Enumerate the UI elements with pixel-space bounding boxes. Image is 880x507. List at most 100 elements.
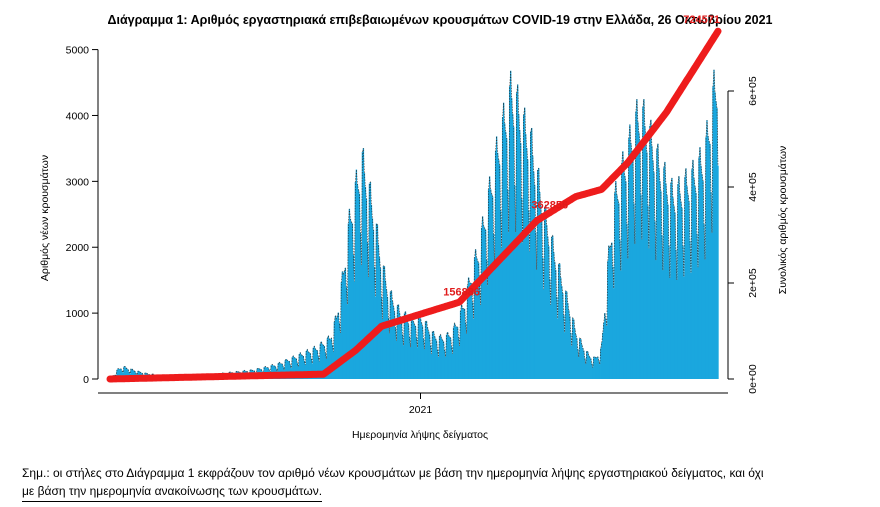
daily-bar — [537, 169, 539, 379]
daily-bar — [402, 345, 405, 379]
daily-bar — [401, 334, 404, 379]
daily-bar — [597, 356, 599, 379]
daily-bar — [559, 263, 561, 379]
daily-bar — [697, 267, 699, 379]
daily-bar — [529, 251, 531, 379]
daily-bar — [334, 316, 337, 379]
daily-bar — [319, 343, 322, 379]
daily-bar — [585, 363, 587, 379]
daily-bar — [635, 111, 637, 379]
daily-bar — [649, 125, 651, 379]
daily-bar — [666, 194, 668, 379]
daily-bar — [482, 225, 485, 379]
daily-bar — [617, 199, 619, 379]
daily-bar — [580, 338, 582, 379]
daily-bar — [513, 185, 516, 379]
daily-bar — [592, 367, 594, 379]
daily-bar — [554, 261, 556, 379]
daily-bar — [661, 235, 663, 379]
cumulative-cases-line — [106, 27, 722, 383]
left-tick-label: 4000 — [66, 110, 90, 122]
daily-bar — [510, 98, 513, 379]
daily-bar — [430, 354, 433, 379]
daily-bar — [676, 279, 678, 379]
daily-bar — [677, 184, 679, 379]
daily-bar — [550, 304, 552, 379]
daily-bar — [674, 212, 676, 379]
daily-bar — [545, 205, 547, 379]
daily-bar — [385, 289, 388, 379]
left-tick-label: 3000 — [66, 176, 90, 188]
daily-bar — [608, 245, 610, 379]
daily-bar — [456, 327, 459, 379]
cumulative-line-path — [106, 27, 722, 383]
daily-bar — [605, 318, 607, 379]
daily-bar — [118, 368, 120, 379]
daily-bar — [356, 184, 359, 379]
left-y-axis: 0 1000 2000 3000 4000 5000 — [66, 45, 99, 386]
daily-bar — [475, 257, 478, 379]
daily-bar — [300, 354, 302, 379]
daily-bar — [117, 368, 119, 379]
daily-bar — [682, 245, 684, 379]
daily-bar — [443, 349, 446, 379]
daily-bar — [434, 338, 437, 379]
daily-bar — [369, 182, 372, 379]
daily-bar — [570, 333, 572, 379]
daily-bar — [359, 232, 362, 379]
daily-bar — [294, 358, 296, 379]
daily-bar — [318, 361, 321, 379]
daily-bar — [581, 344, 583, 379]
daily-bar — [465, 333, 468, 379]
daily-bar — [280, 363, 282, 379]
daily-bar — [663, 167, 665, 379]
daily-bar — [611, 242, 613, 379]
daily-bar — [302, 355, 304, 379]
daily-bar — [314, 348, 317, 379]
daily-bar — [440, 338, 443, 379]
daily-bar — [468, 282, 471, 379]
daily-bar — [329, 339, 332, 379]
daily-bar — [445, 334, 448, 379]
daily-bar — [573, 319, 575, 379]
footnote: Σημ.: οι στήλες στο Διάγραμμα 1 εκφράζου… — [22, 464, 862, 502]
daily-bar — [398, 312, 401, 379]
daily-bar — [536, 269, 538, 379]
daily-bar — [380, 297, 383, 379]
daily-bar — [119, 368, 121, 379]
daily-bar — [433, 335, 436, 379]
daily-bar — [306, 349, 308, 379]
right-tick-label: 2e+05 — [747, 268, 759, 298]
daily-bar — [309, 353, 312, 379]
daily-bar — [556, 297, 558, 379]
daily-bar — [712, 86, 714, 380]
daily-bar — [133, 370, 135, 379]
daily-bar — [131, 368, 133, 379]
daily-bar — [535, 232, 537, 379]
daily-bar — [616, 194, 618, 379]
daily-bar — [522, 242, 524, 379]
daily-bar — [540, 206, 542, 379]
daily-bar — [690, 272, 692, 379]
daily-bar — [303, 360, 305, 379]
daily-bar — [548, 246, 550, 379]
daily-bar — [378, 257, 381, 379]
daily-bar — [604, 313, 606, 379]
daily-bar — [428, 334, 431, 379]
daily-bar — [693, 177, 695, 379]
daily-bar — [278, 362, 280, 379]
daily-bar — [367, 276, 370, 379]
daily-bar — [392, 306, 395, 379]
daily-bar — [595, 357, 597, 379]
daily-bar — [455, 326, 458, 379]
daily-bar — [409, 347, 412, 379]
daily-bar — [636, 99, 638, 379]
daily-bar — [630, 143, 632, 379]
daily-bar — [602, 332, 604, 379]
daily-bar — [463, 308, 466, 379]
daily-bar — [664, 161, 666, 379]
daily-bar — [658, 167, 660, 379]
daily-bar — [509, 70, 512, 379]
daily-bar — [637, 122, 639, 379]
daily-bar — [389, 291, 392, 379]
